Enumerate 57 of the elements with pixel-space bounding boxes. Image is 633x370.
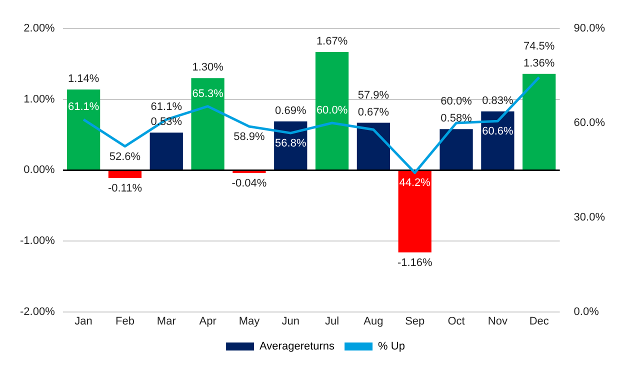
data-label: -0.11% (108, 182, 142, 195)
y2-tick-label: 0.0% (574, 306, 600, 318)
x-tick-label: May (238, 315, 260, 328)
data-label: 56.8% (275, 138, 306, 150)
x-tick-label: Sep (405, 315, 425, 328)
data-label: 61.1% (150, 101, 182, 114)
x-tick-label: Nov (488, 315, 508, 328)
data-label: 1.36% (524, 57, 555, 70)
x-tick-label: Jul (325, 315, 340, 328)
data-label: -1.16% (397, 256, 433, 269)
bar (108, 170, 142, 178)
bar (315, 52, 349, 170)
bar (232, 170, 266, 174)
y-tick-label: 0.00% (24, 164, 56, 176)
x-tick-label: Jun (282, 315, 300, 328)
data-label: 61.1% (68, 101, 100, 114)
y-tick-label: -2.00% (20, 306, 56, 318)
data-label: 1.67% (316, 35, 348, 48)
y-tick-label: -1.00% (20, 235, 56, 248)
data-label: 1.30% (192, 62, 224, 74)
y2-tick-label: 60.0% (574, 117, 606, 130)
data-label: 1.14% (68, 73, 100, 86)
data-label: 60.6% (482, 126, 514, 138)
bar (150, 132, 183, 170)
bar (440, 129, 473, 170)
data-label: 44.2% (399, 177, 431, 190)
legend-label: Averagereturns (260, 340, 336, 353)
y-tick-label: 1.00% (24, 93, 56, 106)
data-label: 0.69% (275, 104, 306, 117)
x-tick-label: Dec (529, 315, 550, 328)
bar (398, 170, 432, 252)
data-label: 60.0% (316, 104, 348, 117)
bar (481, 111, 514, 170)
data-label: 74.5% (524, 40, 555, 52)
data-label: 57.9% (358, 89, 390, 102)
x-tick-label: Apr (199, 315, 217, 328)
bar (66, 89, 100, 170)
data-label: 60.0% (440, 96, 472, 108)
x-tick-label: Oct (448, 315, 465, 328)
bar (191, 78, 224, 170)
x-tick-label: Jan (74, 315, 92, 328)
x-tick-label: Aug (364, 315, 384, 328)
data-label: 0.58% (440, 112, 472, 125)
x-tick-label: Feb (115, 315, 134, 328)
y2-tick-label: 90.0% (574, 22, 606, 35)
x-tick-label: Mar (156, 315, 176, 328)
data-label: 52.6% (109, 150, 141, 163)
y-tick-label: 2.00% (24, 22, 56, 35)
data-label: 0.83% (482, 94, 514, 107)
data-label: 0.67% (358, 106, 390, 118)
legend-label: % Up (378, 340, 405, 353)
bar (522, 74, 556, 170)
data-label: -0.04% (232, 178, 267, 190)
data-label: 65.3% (192, 88, 224, 100)
bar (356, 122, 390, 170)
y2-tick-label: 30.0% (574, 211, 606, 224)
data-label: 58.9% (234, 130, 266, 143)
